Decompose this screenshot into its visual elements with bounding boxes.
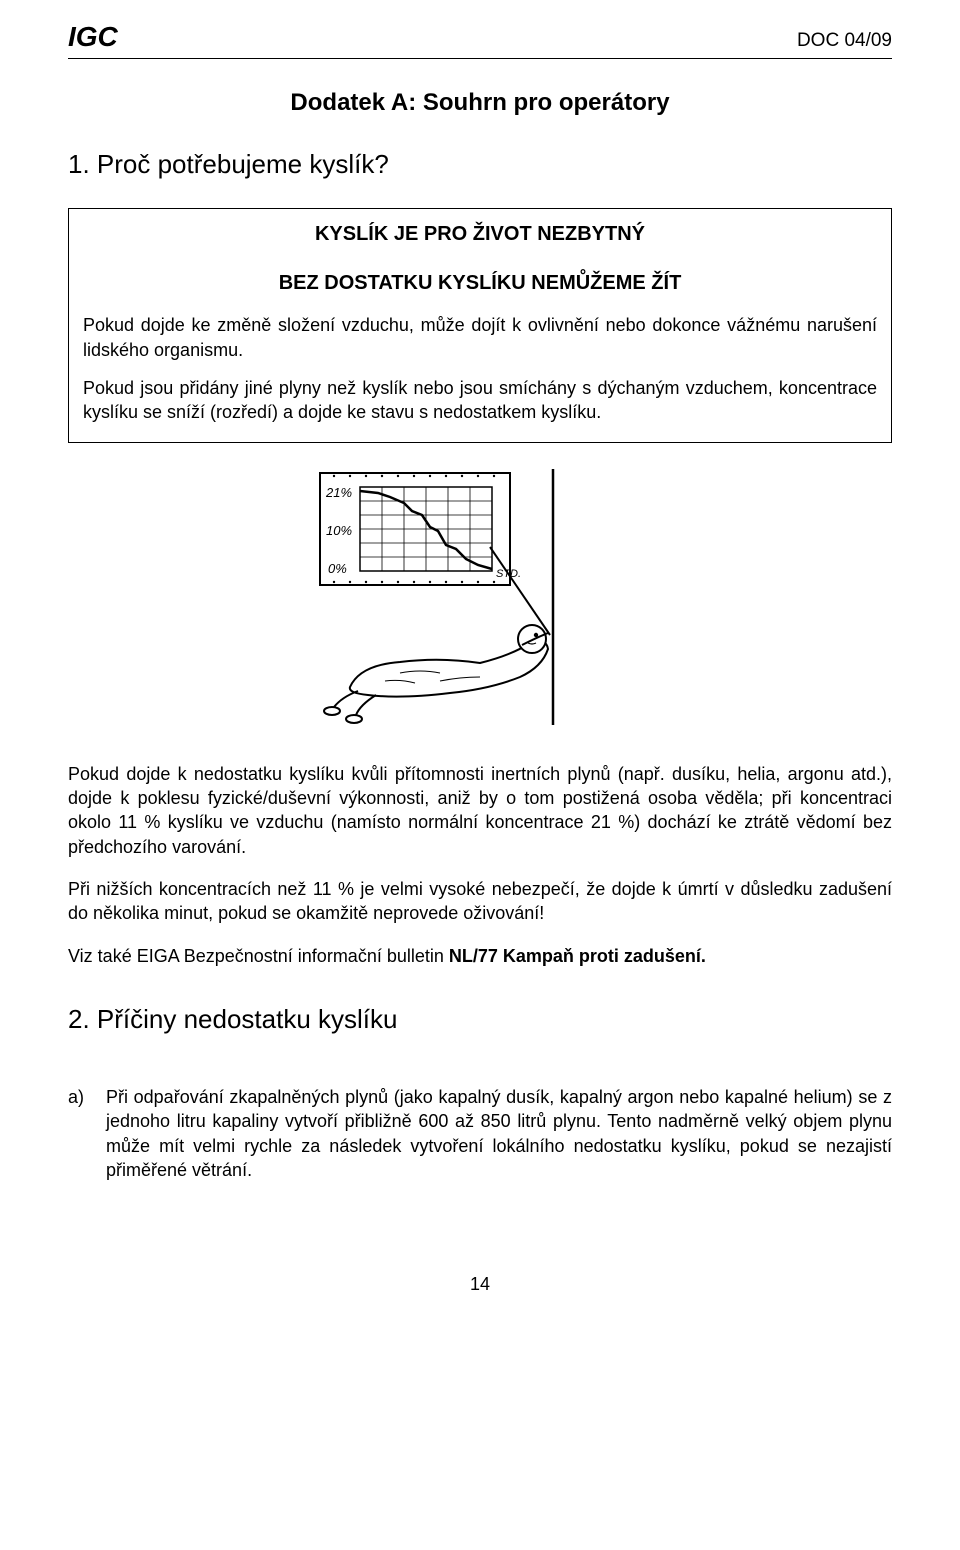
- page-header: IGC DOC 04/09: [68, 18, 892, 59]
- list-text-a: Při odpařování zkapalněných plynů (jako …: [106, 1085, 892, 1182]
- reference-line: Viz také EIGA Bezpečnostní informační bu…: [68, 944, 892, 968]
- box-paragraph-2: Pokud jsou přidány jiné plyny než kyslík…: [83, 376, 877, 425]
- box-paragraph-1: Pokud dojde ke změně složení vzduchu, mů…: [83, 313, 877, 362]
- highlight-box: KYSLÍK JE PRO ŽIVOT NEZBYTNÝ BEZ DOSTATK…: [68, 208, 892, 443]
- paragraph-3: Pokud dojde k nedostatku kyslíku kvůli p…: [68, 762, 892, 859]
- page-number: 14: [68, 1272, 892, 1296]
- oxygen-chart-illustration: 21% 10% 0% STD.: [290, 467, 670, 727]
- list-marker-a: a): [68, 1085, 94, 1182]
- reference-bold: NL/77 Kampaň proti zadušení.: [449, 946, 706, 966]
- appendix-title: Dodatek A: Souhrn pro operátory: [68, 87, 892, 119]
- section-1-heading: 1. Proč potřebujeme kyslík?: [68, 147, 892, 182]
- document-page: IGC DOC 04/09 Dodatek A: Souhrn pro oper…: [0, 0, 960, 1336]
- chart-y-0: 0%: [328, 561, 347, 576]
- chart-y-21: 21%: [325, 485, 352, 500]
- chart-y-10: 10%: [326, 523, 352, 538]
- section-2-heading: 2. Příčiny nedostatku kyslíku: [68, 1002, 892, 1037]
- box-line-1: KYSLÍK JE PRO ŽIVOT NEZBYTNÝ: [83, 221, 877, 248]
- list-item-a: a) Při odpařování zkapalněných plynů (ja…: [68, 1085, 892, 1182]
- paragraph-4: Při nižších koncentracích než 11 % je ve…: [68, 877, 892, 926]
- header-left-code: IGC: [68, 18, 118, 56]
- header-right-doc-id: DOC 04/09: [797, 28, 892, 54]
- reference-prefix: Viz také EIGA Bezpečnostní informační bu…: [68, 946, 449, 966]
- illustration-figure: 21% 10% 0% STD.: [68, 467, 892, 733]
- box-line-2: BEZ DOSTATKU KYSLÍKU NEMŮŽEME ŽÍT: [83, 270, 877, 297]
